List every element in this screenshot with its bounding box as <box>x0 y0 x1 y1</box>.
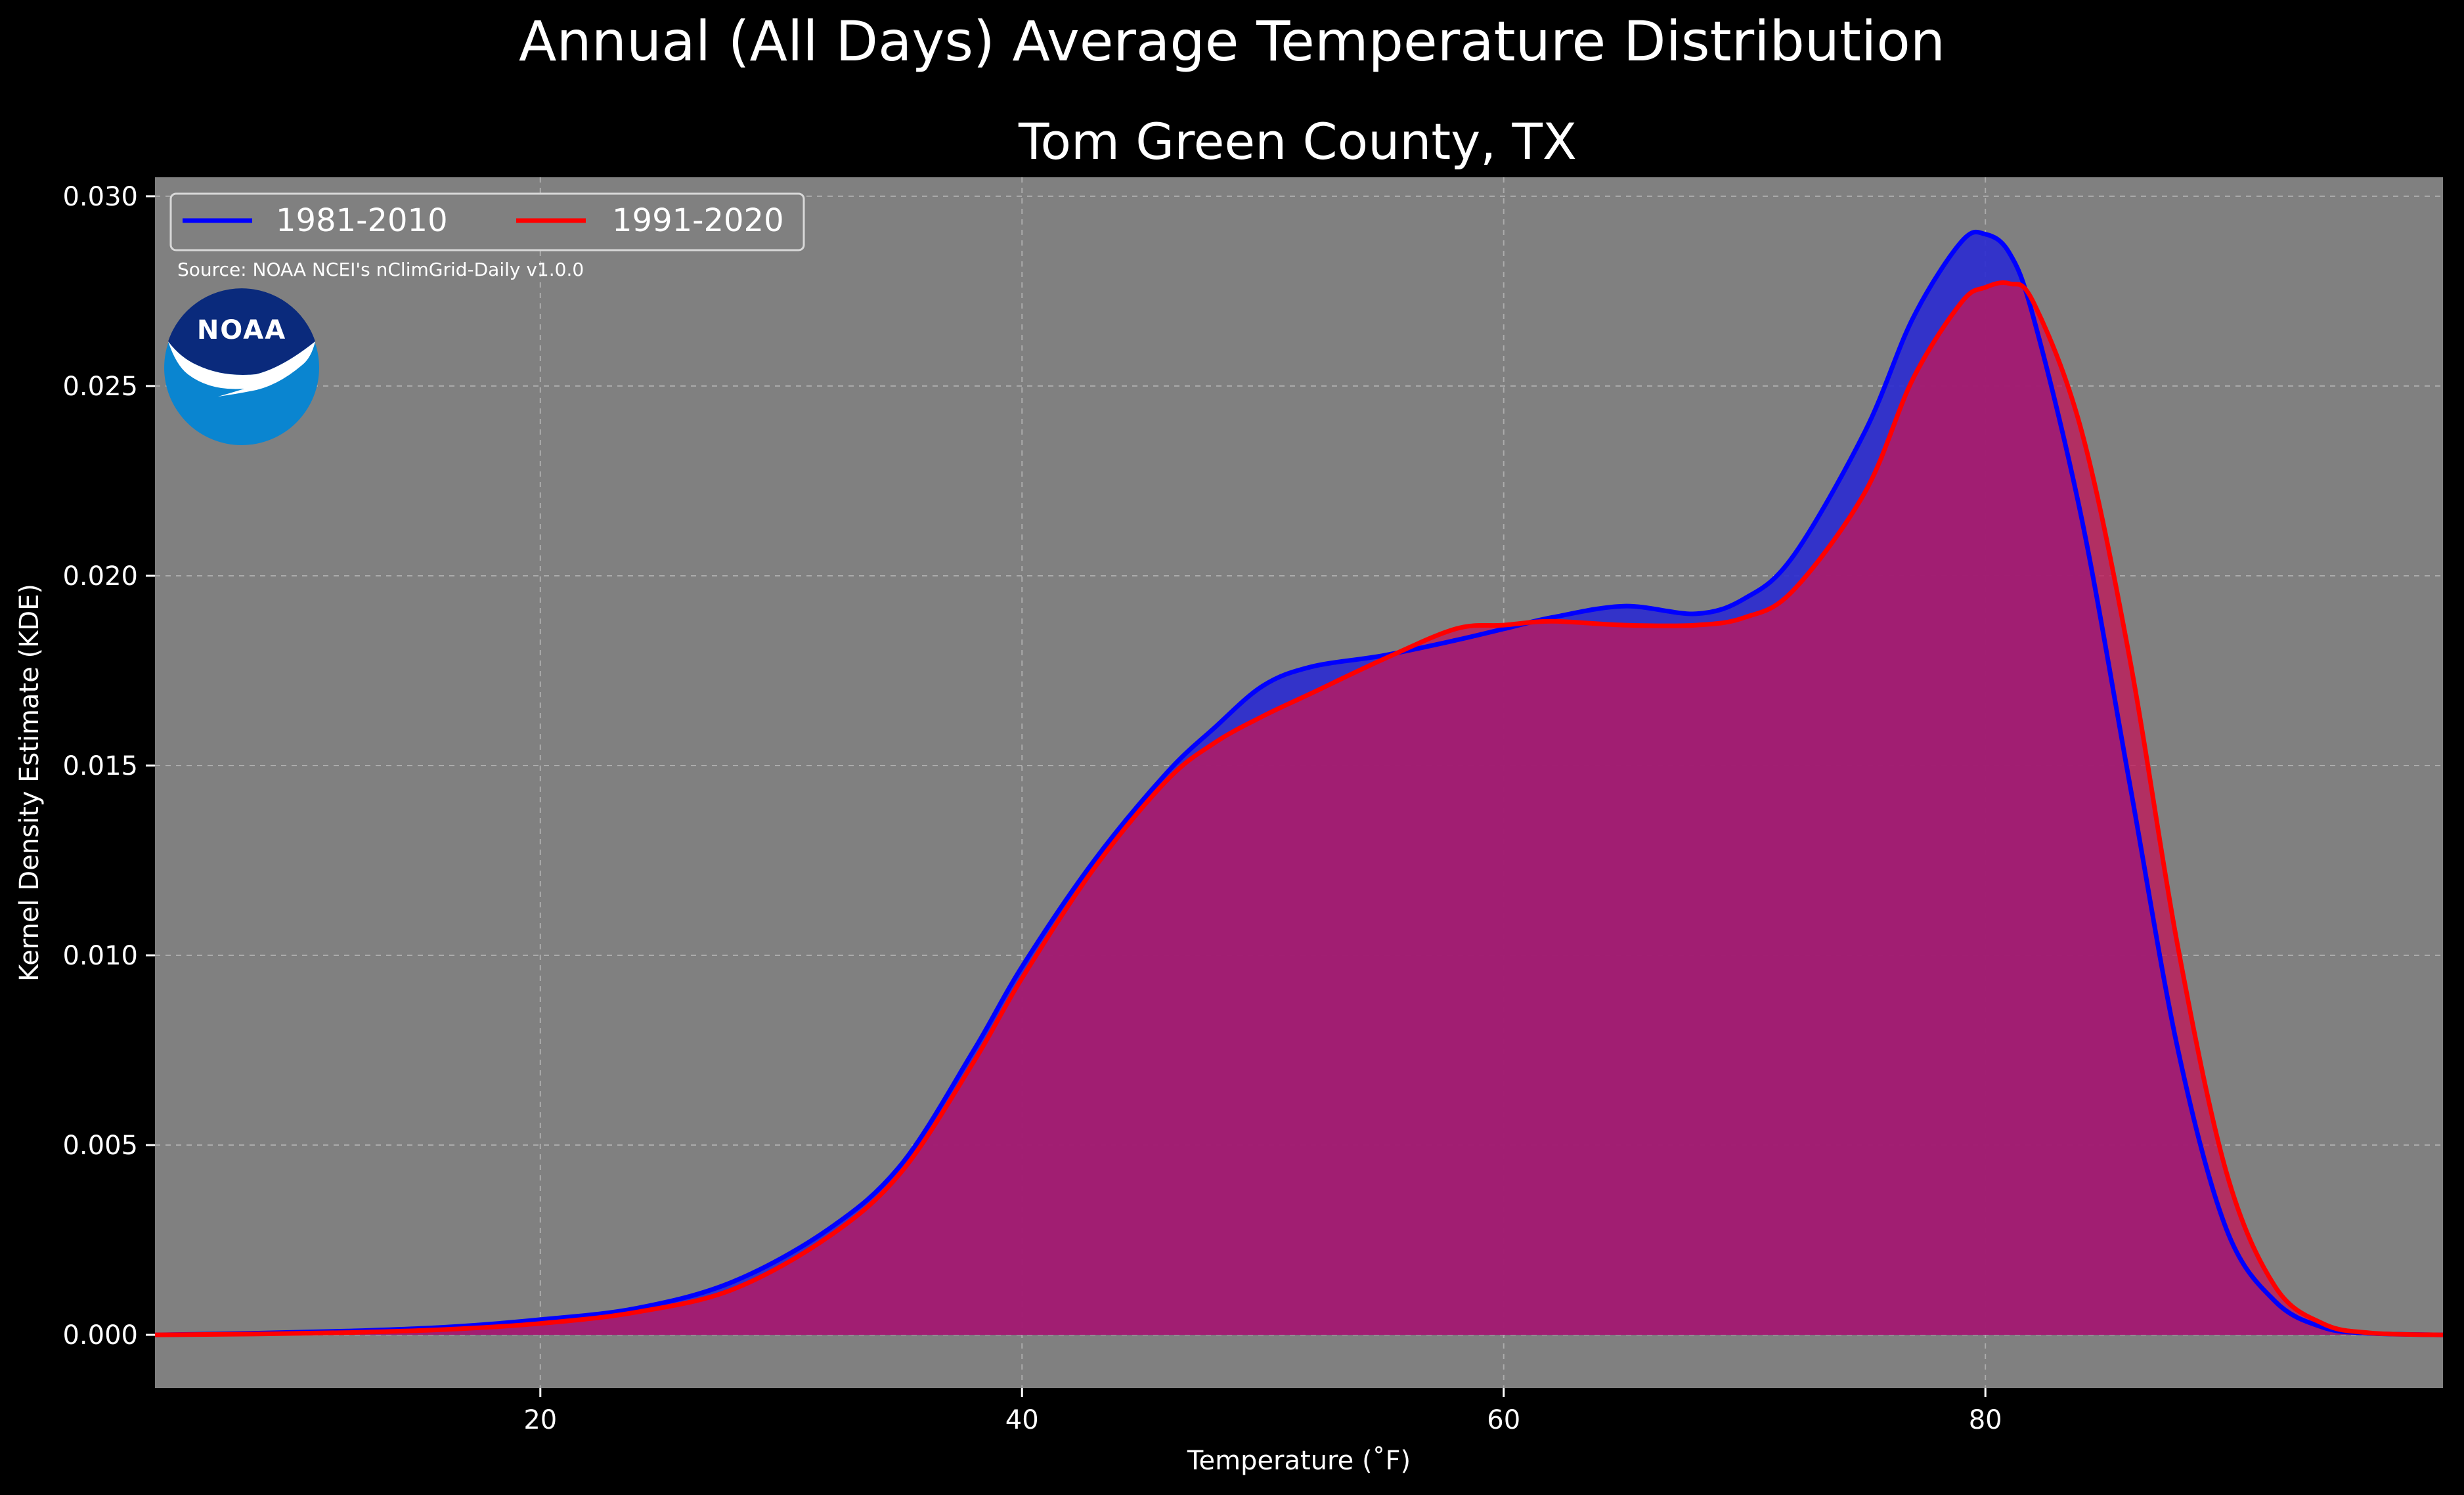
y-axis-label: Kernel Density Estimate (KDE) <box>14 584 45 982</box>
x-axis: 20 40 60 80 <box>523 1388 2002 1435</box>
area-fill-1991-2020 <box>155 282 2443 1335</box>
x-axis-label: Temperature (˚F) <box>1187 1446 1411 1476</box>
x-tick-label: 40 <box>1005 1405 1039 1435</box>
y-tick-label: 0.025 <box>62 372 138 402</box>
legend: 1981-2010 1991-2020 <box>169 192 805 251</box>
x-tick-label: 60 <box>1487 1405 1520 1435</box>
y-tick-label: 0.000 <box>62 1320 138 1351</box>
y-tick-label: 0.010 <box>62 941 138 971</box>
y-tick-label: 0.020 <box>62 561 138 592</box>
y-tick-label: 0.030 <box>62 182 138 212</box>
legend-box <box>169 192 805 251</box>
y-tick-label: 0.005 <box>62 1131 138 1161</box>
series-line-1981-2010 <box>154 229 2444 1337</box>
y-tick-label: 0.015 <box>62 751 138 781</box>
y-axis: 0.000 0.005 0.010 0.015 0.020 0.025 0.030 <box>62 182 155 1351</box>
noaa-logo: NOAA <box>164 288 319 445</box>
legend-label-1981-2010: 1981-2010 <box>276 202 448 239</box>
x-tick-label: 80 <box>1969 1405 2002 1435</box>
legend-label-1991-2020: 1991-2020 <box>612 202 784 239</box>
logo-bird-wave <box>168 341 315 397</box>
chart-title: Annual (All Days) Average Temperature Di… <box>519 9 1945 74</box>
x-tick-label: 20 <box>523 1405 557 1435</box>
data-layer <box>154 229 2444 1337</box>
chart-subtitle: Tom Green County, TX <box>1018 112 1577 171</box>
series-line-1991-2020 <box>154 280 2444 1337</box>
source-annotation: Source: NOAA NCEI's nClimGrid-Daily v1.0… <box>177 259 584 280</box>
logo-text: NOAA <box>197 315 286 345</box>
logo-top-half <box>168 288 315 376</box>
